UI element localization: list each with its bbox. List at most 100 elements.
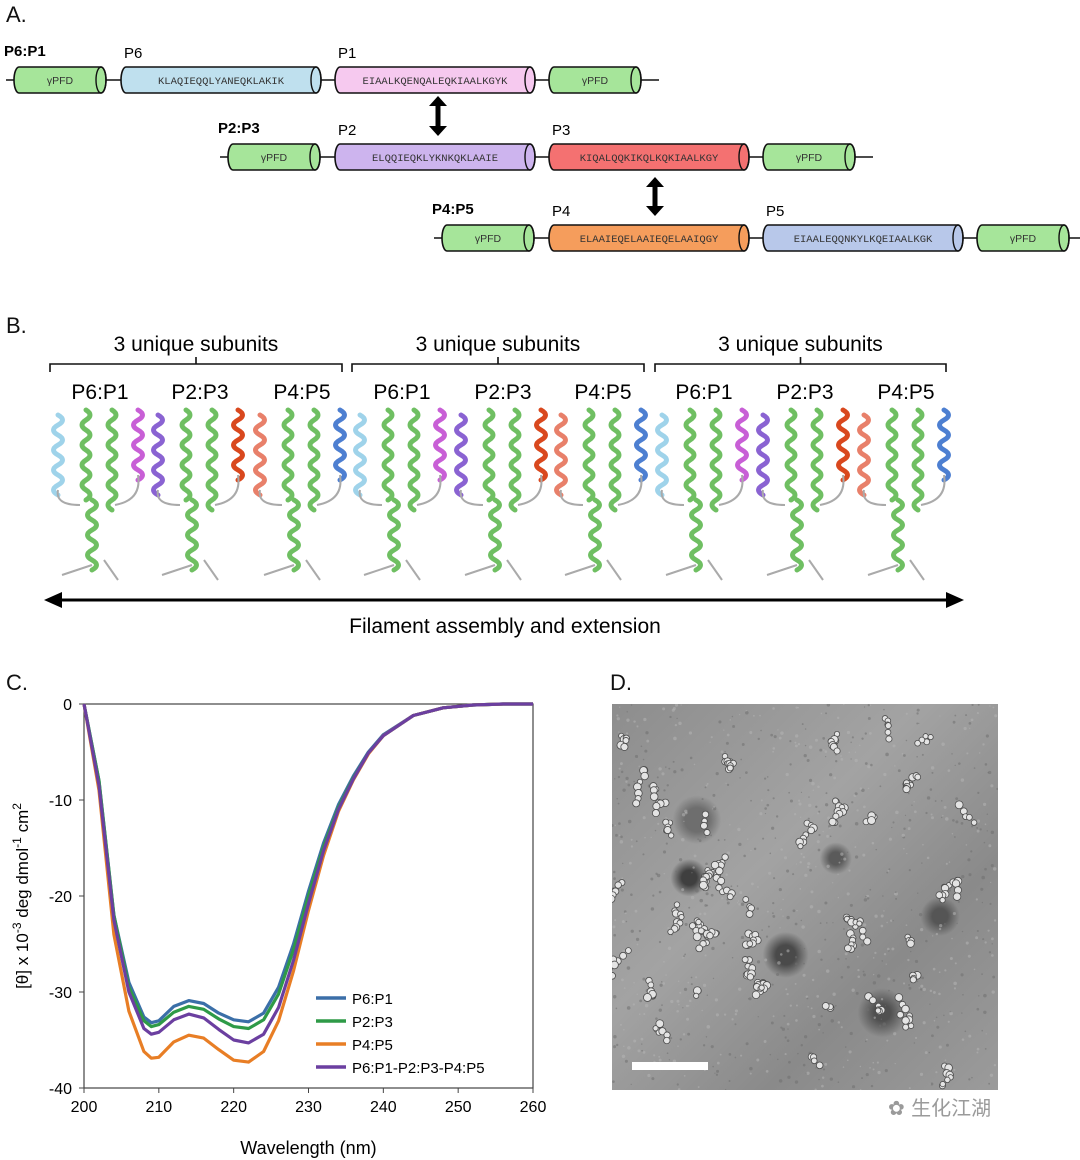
stain-grain [691,896,694,899]
stain-grain [909,869,911,871]
stain-grain [867,765,870,768]
helix-right-peptide [940,410,949,480]
stain-grain [637,994,638,995]
stain-grain [613,871,616,874]
row-p6-p1-pfd-left-label: γPFD [47,75,74,87]
filament-particle [742,930,761,949]
stain-grain [917,981,919,983]
stain-grain [699,829,702,832]
stain-grain [855,792,858,795]
stain-grain [805,745,806,746]
stain-grain [613,1045,616,1048]
stain-grain [809,745,813,749]
stain-grain [705,837,706,838]
loop-right [417,475,441,505]
arrow-head-down [646,206,664,216]
stain-grain [683,955,685,957]
stain-grain [933,968,936,971]
stain-grain [815,806,817,808]
stain-grain [612,925,615,928]
stain-grain [631,930,634,933]
helix-left-peptide [658,415,667,495]
filament-particle [829,798,848,826]
stain-grain [873,1068,875,1070]
stain-grain [795,963,798,966]
stain-grain [651,907,654,910]
row-p4-p5-pfd-right: γPFD [977,225,1069,251]
group-label-1: 3 unique subunits [114,333,279,356]
stain-grain [621,877,623,879]
helix-right-peptide [134,410,143,480]
row-p4-p5-p4-helix: ELAAIEQELAAIEQELAAIQGY [549,225,749,251]
particle-bead [829,818,836,825]
stain-grain [887,978,890,981]
stain-grain [655,830,656,831]
stain-grain [739,714,740,715]
stain-grain [933,991,936,994]
stain-grain [676,1000,679,1003]
filament-particle [955,801,977,825]
stain-grain [962,1038,965,1041]
row-p4-p5-right-label: P5 [766,203,784,220]
stain-grain [643,1051,646,1054]
particle-bead [664,826,671,833]
stain-grain [939,924,942,927]
stain-grain [903,848,905,850]
stain-grain [684,988,687,991]
stain-grain [939,928,941,930]
watermark-text: 生化江湖 [911,1096,991,1120]
stain-grain [618,731,619,732]
stain-grain [917,892,918,893]
stain-grain [777,729,778,730]
stain-grain [825,792,827,794]
stain-grain [803,974,806,977]
stain-grain [689,1000,692,1003]
stain-grain [968,955,971,958]
stain-grain [979,752,981,754]
stain-grain [627,966,631,970]
stain-grain [725,874,727,876]
particle-bead [668,929,673,934]
row-p4-p5-p5-helix: EIAALEQQNKYLKQEIAALKGK [763,225,963,251]
stain-grain [847,852,848,853]
stain-grain [711,894,714,897]
stain-grain [651,1077,654,1080]
stain-grain [826,922,827,923]
group-label-2: 3 unique subunits [416,333,581,356]
stain-grain [612,824,614,827]
stain-grain [618,776,620,778]
stain-grain [616,1008,618,1010]
subunit-structure-7 [658,410,747,580]
helix-pfd-b [813,410,821,510]
stain-grain [697,838,699,840]
panel-d-letter: D. [610,670,632,696]
stain-grain [713,978,714,979]
stain-grain [881,925,884,928]
stain-grain [892,821,894,823]
filament-particle [950,877,962,900]
stain-grain [903,754,906,757]
subunit-structure-2 [154,410,243,580]
stain-grain [769,853,771,855]
stain-grain [770,1054,772,1056]
stain-grain [644,837,646,839]
stain-grain [706,892,709,895]
stain-grain [993,867,996,870]
stain-grain [833,776,836,779]
stain-grain [978,704,980,706]
particle-bead [707,932,714,939]
stain-grain [956,923,957,924]
stain-grain [737,828,740,831]
helix-pfd-a [485,410,493,500]
stain-grain [642,853,644,855]
helix-pfd-a [585,410,593,500]
stain-grain [711,947,714,950]
stain-grain [976,1052,978,1054]
particle-bead [808,827,815,834]
stain-grain [741,936,744,939]
stain-grain [914,810,917,813]
loop-left [58,490,80,505]
stain-grain [852,989,855,992]
stain-grain [895,1063,896,1064]
